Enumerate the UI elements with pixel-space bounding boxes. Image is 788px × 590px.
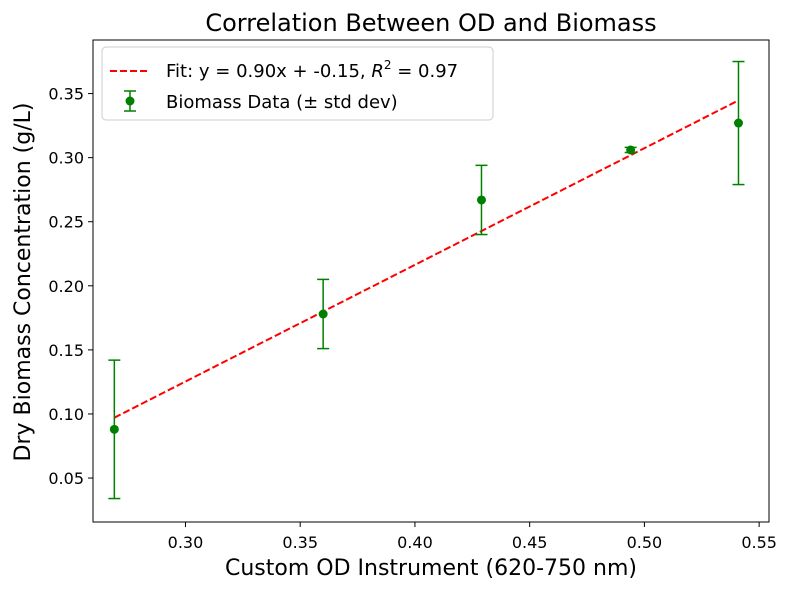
legend-fit-label: Fit: y = 0.90x + -0.15, R2 = 0.97 [166,58,458,82]
data-point [733,118,743,128]
y-axis-label: Dry Biomass Concentration (g/L) [11,103,36,462]
y-tick-label: 0.05 [48,469,84,488]
chart-title: Correlation Between OD and Biomass [205,9,656,37]
legend: Fit: y = 0.90x + -0.15, R2 = 0.97 Biomas… [101,46,494,121]
y-tick-label: 0.10 [48,405,84,424]
data-point [626,145,636,155]
x-tick-label: 0.40 [397,533,433,552]
y-axis: 0.05 0.10 0.15 0.20 0.25 0.30 0.35 [48,85,93,488]
legend-box [101,46,494,121]
x-axis-label: Custom OD Instrument (620-750 nm) [225,556,637,581]
legend-data-label: Biomass Data (± std dev) [166,92,398,113]
data-point [318,309,328,319]
x-tick-label: 0.45 [512,533,548,552]
x-tick-label: 0.30 [168,533,204,552]
plot-frame [92,39,770,523]
legend-fit-label-sup: 2 [384,58,392,72]
x-tick-label: 0.50 [627,533,663,552]
y-tick-label: 0.25 [48,213,84,232]
x-tick-label: 0.35 [282,533,318,552]
y-tick-label: 0.20 [48,277,84,296]
x-axis: 0.30 0.35 0.40 0.45 0.50 0.55 [168,522,777,552]
legend-data-marker [125,96,135,106]
x-tick-label: 0.55 [741,533,777,552]
legend-fit-label-r: R [371,61,384,82]
plot-area [108,60,745,500]
legend-fit-label-main: Fit: y = 0.90x + -0.15, [166,61,371,82]
y-tick-label: 0.15 [48,341,84,360]
data-point [476,195,486,205]
legend-fit-label-tail: = 0.97 [392,61,459,82]
y-tick-label: 0.35 [48,85,84,104]
y-tick-label: 0.30 [48,149,84,168]
data-point [109,424,119,434]
